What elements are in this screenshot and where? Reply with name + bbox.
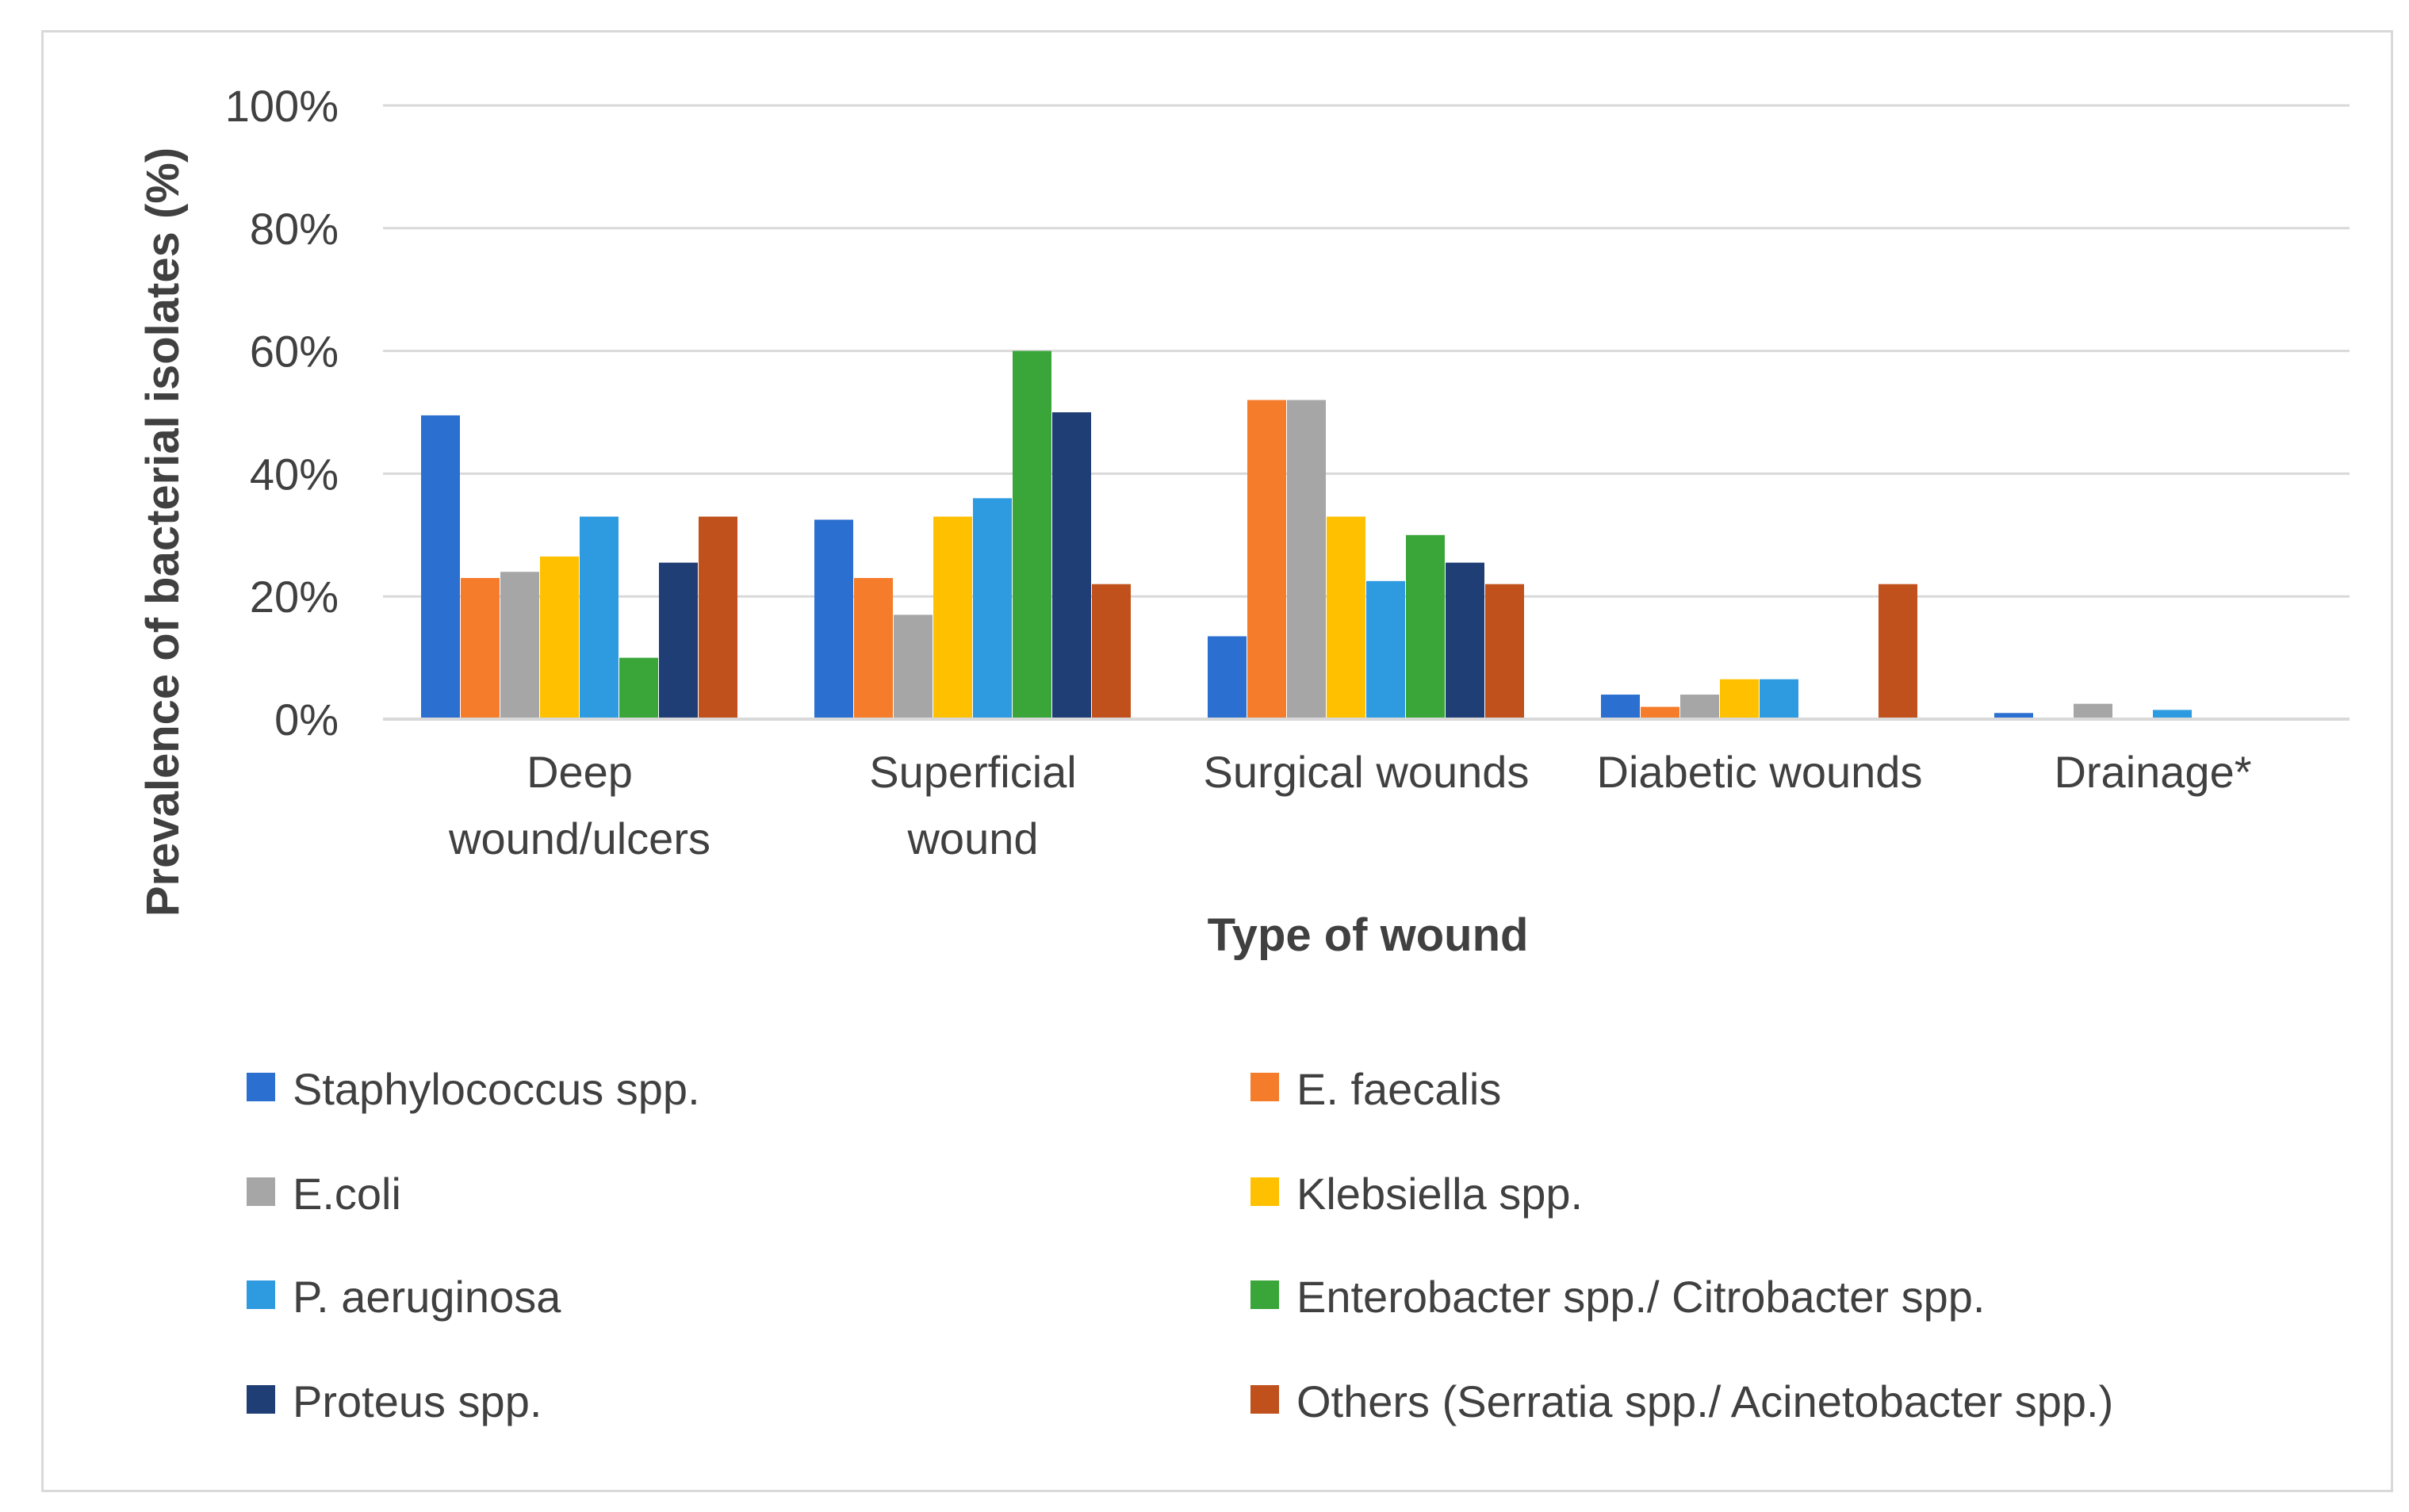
x-category-label: Diabetic wounds <box>1597 747 1923 797</box>
bar <box>1247 400 1286 719</box>
bar <box>1013 350 1051 719</box>
bar <box>619 657 658 719</box>
bar <box>1760 679 1798 719</box>
bar <box>659 562 698 719</box>
legend-label: E. faecalis <box>1296 1064 1501 1114</box>
bar <box>699 516 737 719</box>
bar-chart: 0% 20% 40% 60% 80% 100% Deep wound/ulcers Super… <box>137 81 2350 1426</box>
bar <box>814 519 853 719</box>
bar <box>1879 584 1917 719</box>
legend-label: P. aeruginosa <box>293 1272 561 1322</box>
y-tick-label: 0% <box>274 695 339 745</box>
x-category-label-line: Diabetic wounds <box>1597 747 1923 797</box>
legend-swatch <box>247 1177 275 1206</box>
legend-swatch <box>1250 1280 1279 1309</box>
x-category-label: Deep wound/ulcers <box>448 747 710 863</box>
bar <box>1366 580 1405 719</box>
y-tick-label: 20% <box>250 572 339 622</box>
x-category-label-line: Superficial <box>869 747 1076 797</box>
bar <box>1446 562 1484 719</box>
y-tick-label: 40% <box>250 449 339 499</box>
bar <box>1406 534 1445 719</box>
x-category-label: Drainage* <box>2054 747 2251 797</box>
bar <box>1208 636 1247 719</box>
legend-label: Klebsiella spp. <box>1296 1169 1583 1219</box>
bar <box>1052 412 1091 719</box>
legend-swatch <box>1250 1073 1279 1101</box>
chart-frame: 0% 20% 40% 60% 80% 100% Deep wound/ulcers Super… <box>41 30 2393 1492</box>
x-category-label: Surgical wounds <box>1204 747 1530 797</box>
bar <box>461 577 500 719</box>
bar <box>1092 584 1131 719</box>
legend-swatch <box>247 1385 275 1414</box>
bar <box>894 614 933 719</box>
legend-swatch <box>1250 1177 1279 1206</box>
x-category-label-line: Deep <box>527 747 633 797</box>
bar <box>973 498 1012 719</box>
legend-label: Others (Serratia spp./ Acinetobacter spp… <box>1296 1376 2113 1426</box>
y-tick-label: 80% <box>250 204 339 254</box>
bar <box>500 572 539 719</box>
bar <box>1680 695 1719 719</box>
bar <box>1641 706 1679 719</box>
legend: Staphylococcus spp. E. faecalis E.coli Kleb… <box>247 1064 2113 1426</box>
x-category-label-line: wound/ulcers <box>448 813 710 863</box>
x-axis-title: Type of wound <box>1208 909 1529 961</box>
bar <box>540 556 579 719</box>
legend-swatch <box>247 1280 275 1309</box>
bar <box>421 415 460 719</box>
x-category-label-line: Drainage* <box>2054 747 2251 797</box>
gridlines <box>383 104 2350 598</box>
bar <box>933 516 972 719</box>
legend-label: Staphylococcus spp. <box>293 1064 700 1114</box>
bar <box>580 516 619 719</box>
bar <box>1994 713 2033 719</box>
legend-swatch <box>247 1073 275 1101</box>
bar <box>2153 710 2192 719</box>
bar <box>1720 679 1759 719</box>
y-axis-ticks: 0% 20% 40% 60% 80% 100% <box>225 81 339 745</box>
x-category-label: Superficial wound <box>869 747 1076 863</box>
bar <box>854 577 893 719</box>
bar <box>1601 695 1640 719</box>
bar <box>1327 516 1365 719</box>
bar <box>1485 584 1524 719</box>
legend-label: Proteus spp. <box>293 1376 542 1426</box>
bar <box>1287 400 1326 719</box>
legend-label: E.coli <box>293 1169 401 1219</box>
x-axis-categories: Deep wound/ulcers Superficial wound Surgical… <box>448 747 2252 863</box>
y-axis-title: Prevalence of bacterial isolates (%) <box>137 147 189 917</box>
y-tick-label: 60% <box>250 327 339 377</box>
y-tick-label: 100% <box>225 81 339 131</box>
x-category-label-line: Surgical wounds <box>1204 747 1530 797</box>
legend-swatch <box>1250 1385 1279 1414</box>
x-category-label-line: wound <box>906 813 1038 863</box>
bars <box>421 350 2192 719</box>
bar <box>2074 703 2112 719</box>
legend-label: Enterobacter spp./ Citrobacter spp. <box>1296 1272 1985 1322</box>
